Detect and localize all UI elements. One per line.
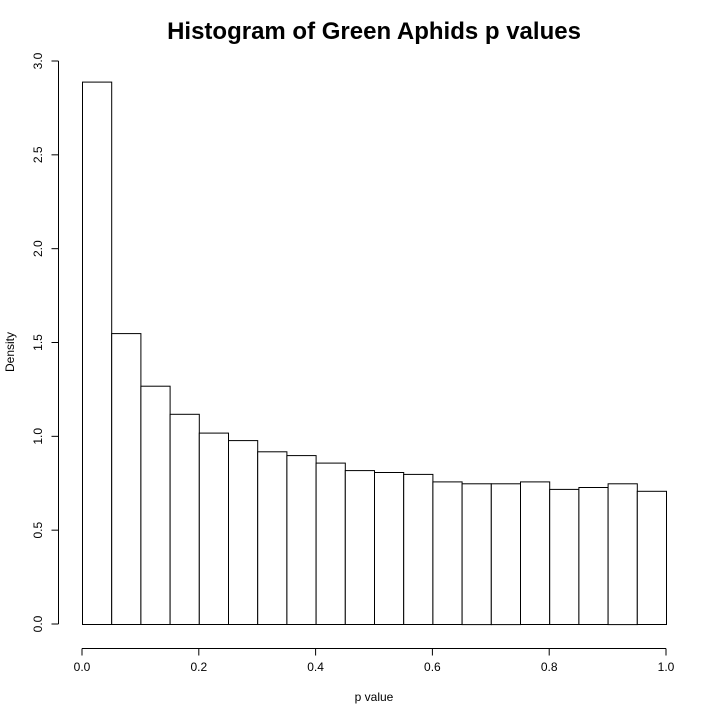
- histogram-bar: [228, 440, 259, 625]
- y-tick-label: 0.5: [31, 522, 45, 539]
- histogram-bar: [140, 385, 171, 626]
- y-tick-label: 2.0: [31, 240, 45, 257]
- histogram-bar: [82, 81, 113, 626]
- histogram-bar: [607, 483, 638, 626]
- histogram-bar: [578, 487, 609, 625]
- x-axis: 0.0 0.2 0.4 0.6 0.8 1.0: [74, 648, 675, 674]
- histogram-bar: [111, 333, 142, 625]
- histogram-bar: [461, 483, 492, 626]
- x-tick-label: 0.4: [307, 660, 324, 674]
- bars-group: [82, 81, 667, 626]
- histogram-bar: [549, 488, 580, 625]
- histogram-bar: [374, 472, 405, 625]
- x-tick-label: 0.8: [541, 660, 558, 674]
- y-axis: 0.0 0.5 1.0 1.5 2.0 2.5 3.0: [31, 52, 59, 632]
- histogram-bar: [636, 490, 667, 625]
- histogram-bar: [490, 483, 521, 626]
- histogram-bar: [432, 481, 463, 625]
- histogram-bar: [257, 451, 288, 625]
- y-axis-label: Density: [3, 332, 17, 372]
- chart-title: Histogram of Green Aphids p values: [167, 18, 581, 45]
- x-axis-label: p value: [355, 690, 394, 704]
- histogram-bar: [344, 470, 375, 625]
- y-tick-label: 0.0: [31, 615, 45, 632]
- y-tick-label: 1.0: [31, 428, 45, 445]
- x-tick-label: 0.0: [74, 660, 91, 674]
- histogram-bar: [198, 432, 230, 625]
- x-tick-label: 1.0: [658, 660, 675, 674]
- x-tick-label: 0.6: [424, 660, 441, 674]
- x-tick-label: 0.2: [190, 660, 207, 674]
- histogram-bar: [520, 481, 551, 625]
- histogram-bar: [315, 462, 346, 625]
- y-tick-label: 3.0: [31, 52, 45, 69]
- histogram-bar: [286, 455, 317, 625]
- histogram-bar: [169, 413, 200, 625]
- histogram-bar: [403, 473, 434, 625]
- y-tick-label: 1.5: [31, 334, 45, 351]
- y-tick-label: 2.5: [31, 146, 45, 163]
